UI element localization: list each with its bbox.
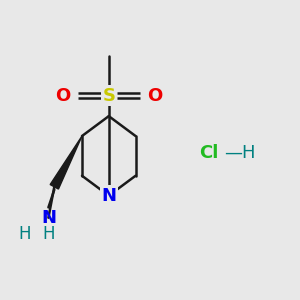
Text: S: S (102, 86, 115, 104)
Text: O: O (147, 86, 163, 104)
Text: H: H (42, 225, 55, 243)
Polygon shape (50, 136, 82, 189)
Text: O: O (55, 86, 70, 104)
Text: N: N (41, 209, 56, 227)
Text: Cl: Cl (199, 144, 219, 162)
Text: H: H (19, 225, 31, 243)
Text: —H: —H (224, 144, 256, 162)
Text: N: N (101, 187, 116, 205)
